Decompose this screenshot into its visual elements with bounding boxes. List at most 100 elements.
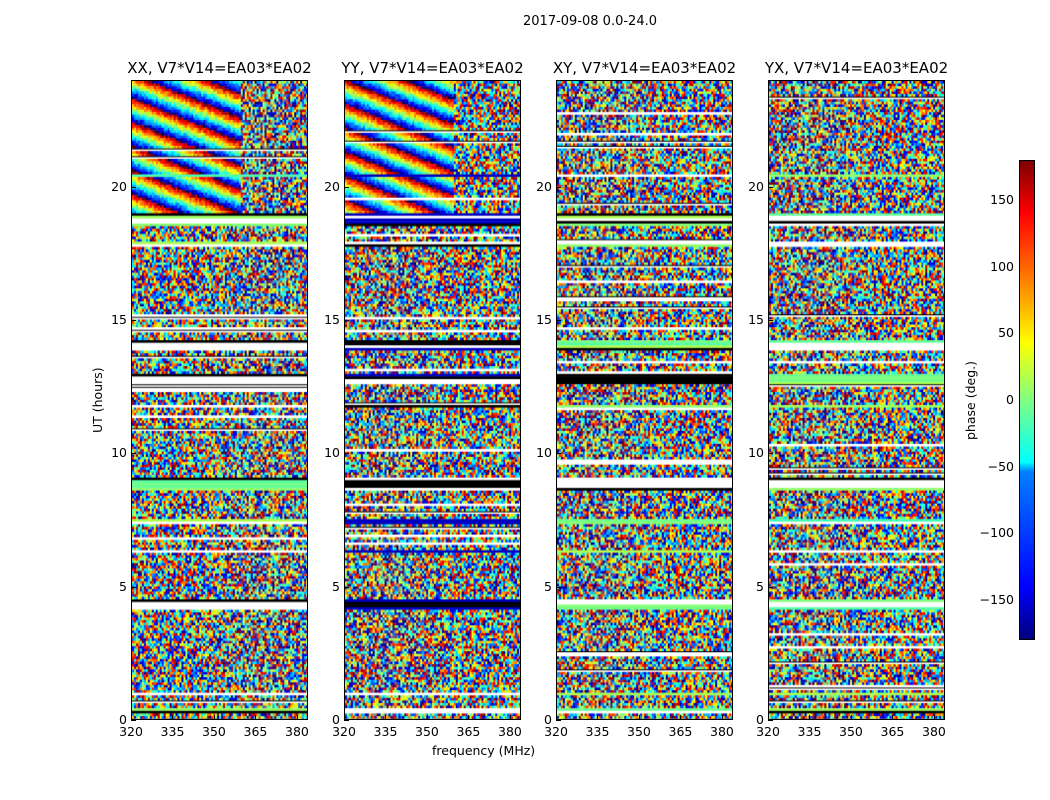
x-tick-mark [680, 715, 682, 720]
y-tick-label: 20 [748, 178, 764, 194]
y-tick-mark [556, 453, 561, 455]
y-tick-mark [131, 453, 136, 455]
heatmap-panel [344, 80, 521, 720]
y-tick-label: 5 [332, 578, 340, 594]
x-tick-label: 380 [498, 724, 522, 739]
colorbar-tick-label: 50 [998, 325, 1014, 341]
y-tick-mark [131, 320, 136, 321]
x-tick-mark [172, 715, 174, 720]
y-tick-mark [556, 586, 561, 588]
x-tick-mark [509, 715, 511, 720]
y-tick-mark [556, 320, 561, 321]
y-tick-label: 15 [748, 312, 764, 327]
x-tick-mark [556, 715, 557, 720]
x-axis-label: frequency (MHz) [432, 743, 536, 758]
panel-title: XX, V7*V14=EA03*EA02 [127, 59, 312, 77]
colorbar-tick-label: 0 [1006, 392, 1014, 407]
colorbar-tick-label: −100 [979, 525, 1014, 541]
y-tick-mark [344, 586, 349, 588]
panel-title: YY, V7*V14=EA03*EA02 [341, 59, 524, 77]
y-tick-mark [344, 186, 349, 188]
colorbar-tick-label: −150 [979, 592, 1014, 607]
heatmap-cells [557, 81, 732, 719]
x-tick-label: 335 [585, 724, 610, 739]
y-tick-mark [556, 720, 561, 721]
figure-title: 2017-09-08 0.0-24.0 [523, 14, 657, 29]
colorbar-tick-label: 100 [990, 258, 1014, 274]
x-tick-label: 320 [756, 724, 780, 739]
colorbar [1019, 160, 1035, 640]
y-tick-mark [768, 586, 773, 588]
x-tick-label: 320 [544, 724, 568, 739]
y-tick-label: 0 [544, 712, 552, 727]
y-tick-label: 0 [756, 712, 764, 727]
x-tick-mark [597, 715, 599, 720]
x-tick-mark [344, 715, 345, 720]
heatmap-panel [556, 80, 733, 720]
x-tick-label: 380 [922, 724, 946, 739]
y-tick-mark [344, 320, 349, 321]
x-tick-label: 380 [710, 724, 734, 739]
heatmap-panel [768, 80, 945, 720]
x-tick-mark [426, 715, 428, 720]
heatmap-cells [345, 81, 520, 719]
x-tick-label: 365 [880, 724, 905, 739]
x-tick-label: 350 [415, 724, 439, 739]
x-tick-mark [638, 715, 640, 720]
y-tick-label: 20 [111, 178, 127, 194]
y-tick-label: 5 [544, 578, 552, 594]
y-tick-mark [556, 186, 561, 188]
colorbar-tick-label: −50 [987, 458, 1014, 474]
colorbar-tick-label: 150 [990, 192, 1014, 207]
x-tick-mark [468, 715, 470, 720]
x-tick-mark [721, 715, 723, 720]
y-tick-mark [768, 720, 773, 721]
heatmap-cells [132, 81, 307, 719]
x-tick-label: 335 [797, 724, 822, 739]
y-axis-label: UT (hours) [90, 367, 105, 433]
y-tick-mark [768, 453, 773, 455]
x-tick-label: 350 [839, 724, 863, 739]
x-tick-mark [131, 715, 132, 720]
y-tick-label: 5 [119, 578, 127, 594]
x-tick-label: 320 [332, 724, 356, 739]
y-tick-mark [768, 186, 773, 188]
x-tick-label: 335 [373, 724, 398, 739]
y-tick-label: 10 [111, 445, 127, 461]
heatmap-cells [769, 81, 944, 719]
y-tick-mark [768, 320, 773, 321]
x-tick-label: 365 [668, 724, 693, 739]
x-tick-mark [850, 715, 852, 720]
x-tick-mark [296, 715, 298, 720]
x-tick-label: 335 [160, 724, 185, 739]
y-tick-label: 10 [324, 445, 340, 461]
x-tick-mark [213, 715, 215, 720]
y-tick-label: 10 [748, 445, 764, 461]
y-tick-mark [131, 586, 136, 588]
x-tick-mark [892, 715, 894, 720]
x-tick-mark [933, 715, 935, 720]
y-tick-label: 20 [324, 178, 340, 194]
y-tick-mark [131, 186, 136, 188]
x-tick-mark [255, 715, 257, 720]
y-tick-mark [344, 720, 349, 721]
y-tick-label: 15 [111, 312, 127, 327]
x-tick-label: 350 [202, 724, 226, 739]
y-tick-label: 15 [536, 312, 552, 327]
x-tick-label: 365 [456, 724, 481, 739]
y-tick-label: 0 [119, 712, 127, 727]
x-tick-mark [768, 715, 769, 720]
x-tick-mark [809, 715, 811, 720]
panel-title: YX, V7*V14=EA03*EA02 [764, 59, 949, 77]
x-tick-label: 350 [627, 724, 651, 739]
y-tick-mark [344, 453, 349, 455]
y-tick-label: 15 [324, 312, 340, 327]
y-tick-label: 20 [536, 178, 552, 194]
x-tick-mark [385, 715, 387, 720]
x-tick-label: 320 [119, 724, 143, 739]
y-tick-label: 0 [332, 712, 340, 727]
x-tick-label: 365 [243, 724, 268, 739]
y-tick-label: 5 [756, 578, 764, 594]
colorbar-label: phase (deg.) [963, 361, 978, 440]
